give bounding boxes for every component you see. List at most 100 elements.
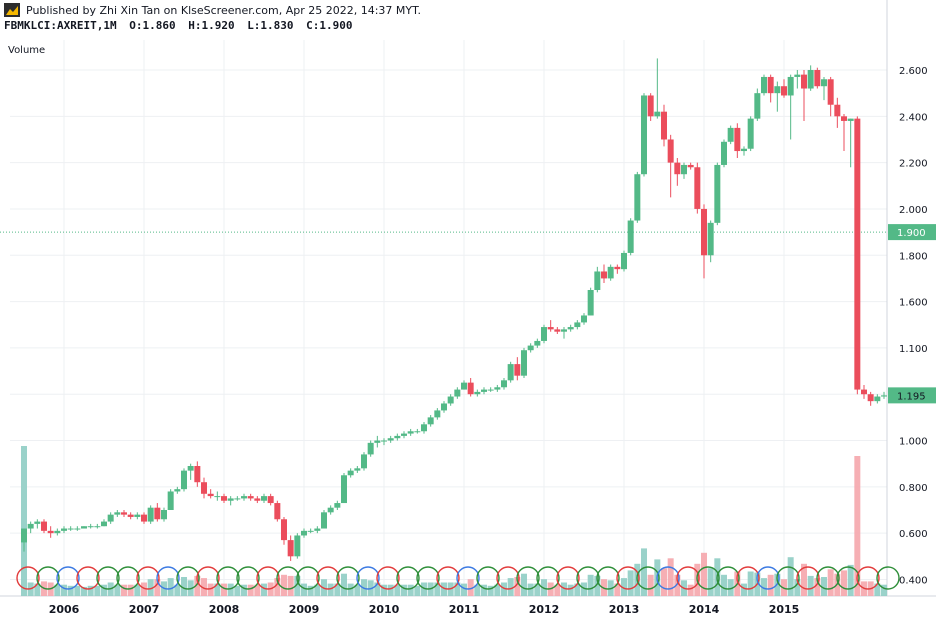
price-tick-label: 2.200 — [899, 159, 928, 170]
volume-bar — [621, 578, 627, 596]
candle-body — [601, 271, 607, 279]
volume-bar — [454, 582, 461, 596]
candle-body — [681, 164, 687, 175]
volume-bar — [874, 583, 881, 596]
candle-body — [541, 327, 547, 341]
candle-body — [267, 496, 274, 504]
last-price-label: 1.900 — [897, 228, 926, 239]
volume-bar — [301, 583, 307, 596]
volume-bar — [581, 582, 587, 596]
volume-bar — [761, 578, 767, 596]
candle-body — [41, 521, 47, 531]
volume-bar — [641, 548, 647, 596]
volume-bar — [194, 575, 201, 596]
symbol-label: FBMKLCI:AXREIT,1M — [4, 19, 117, 32]
candle-body — [641, 95, 647, 175]
candle-body — [501, 380, 507, 388]
candle-body — [607, 266, 614, 279]
year-tick-label: 2011 — [449, 603, 480, 616]
volume-bar — [174, 584, 181, 596]
dividend-marker — [456, 566, 480, 590]
candle-body — [421, 424, 427, 432]
candle-body — [134, 514, 141, 517]
candle-body — [774, 86, 781, 94]
candle-body — [94, 526, 101, 528]
current-price-label: 1.195 — [897, 391, 926, 402]
volume-bar — [407, 584, 414, 596]
candle-body — [747, 118, 754, 149]
volume-bar — [854, 456, 861, 596]
volume-bar — [587, 574, 594, 596]
volume-bar — [374, 582, 381, 596]
volume-bar — [334, 583, 341, 596]
candle-body — [114, 512, 121, 515]
volume-bar — [61, 584, 67, 596]
candle-body — [87, 526, 94, 528]
volume-bar — [814, 578, 821, 596]
volume-bar — [34, 583, 41, 596]
volume-bar — [534, 583, 541, 596]
volume-bar — [314, 584, 321, 596]
candle-body — [47, 530, 54, 534]
candle-body — [281, 519, 287, 541]
year-tick-label: 2010 — [369, 603, 400, 616]
candle-body — [187, 466, 194, 471]
volume-bar — [741, 583, 747, 596]
publisher-logo-icon — [4, 3, 20, 17]
volume-bar — [434, 582, 441, 596]
candle-body — [721, 141, 727, 165]
volume-bar — [261, 583, 267, 596]
candle-body — [347, 470, 354, 476]
candle-body — [754, 93, 761, 119]
volume-bar — [281, 574, 287, 596]
candle-body — [554, 329, 561, 332]
candle-body — [334, 503, 341, 508]
dividend-marker — [336, 566, 360, 590]
dividend-marker — [256, 566, 280, 590]
dividend-marker — [476, 566, 500, 590]
candle-body — [621, 252, 627, 270]
candle-body — [767, 76, 774, 94]
volume-bar — [387, 584, 394, 596]
price-tick-label: 2.400 — [899, 112, 928, 123]
published-by-text: Published by Zhi Xin Tan on KlseScreener… — [26, 4, 422, 17]
volume-bar — [801, 563, 807, 596]
open-value: O:1.860 — [129, 19, 176, 32]
volume-bar — [687, 584, 694, 596]
candle-body — [141, 514, 147, 522]
candle-body — [614, 266, 621, 270]
dividend-marker — [356, 566, 380, 590]
volume-bar — [674, 574, 681, 596]
candle-body — [874, 396, 881, 402]
volume-bar — [241, 584, 247, 596]
volume-bar — [527, 583, 534, 596]
price-tick-label: 1.600 — [899, 298, 928, 309]
year-tick-label: 2008 — [209, 603, 240, 616]
candle-body — [801, 74, 807, 89]
candle-body — [274, 503, 281, 520]
candle-body — [121, 512, 127, 515]
dividend-marker — [76, 566, 100, 590]
candle-body — [787, 76, 794, 96]
candle-body — [741, 148, 747, 152]
price-tick-label: 1.100 — [899, 344, 928, 355]
volume-bar — [787, 557, 794, 596]
candle-body — [314, 528, 321, 531]
candle-body — [101, 521, 107, 527]
candle-body — [567, 327, 574, 330]
candle-body — [167, 491, 174, 510]
candle-body — [207, 493, 214, 497]
volume-bar — [794, 579, 801, 596]
volume-bar — [201, 578, 207, 596]
volume-bar — [394, 584, 401, 596]
dividend-marker — [676, 566, 700, 590]
price-tick-label: 1.800 — [899, 251, 928, 262]
volume-bar — [481, 584, 487, 596]
candle-body — [374, 440, 381, 443]
volume-bar — [347, 583, 354, 596]
volume-bar — [307, 585, 314, 596]
candle-body — [761, 76, 767, 94]
dividend-marker — [96, 566, 120, 590]
dividend-marker — [696, 566, 720, 590]
